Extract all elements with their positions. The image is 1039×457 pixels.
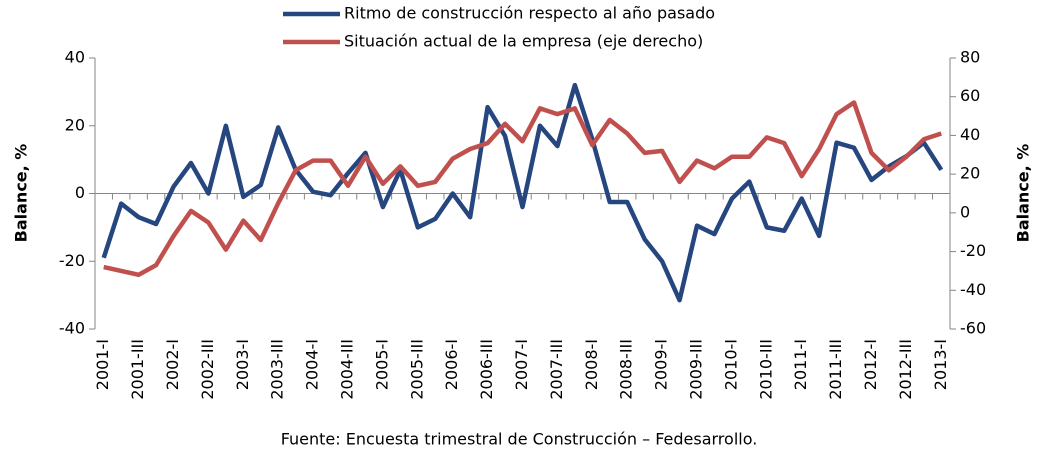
- x-tick-label: 2012-I: [861, 339, 880, 390]
- series-line: [103, 100, 942, 278]
- y2-axis-title: Balance, %: [1014, 144, 1033, 243]
- x-tick-label: 2007-I: [512, 339, 531, 390]
- x-tick-label: 2001-I: [93, 339, 112, 390]
- x-tick-label: 2004-III: [338, 339, 357, 400]
- x-tick-label: 2005-I: [372, 339, 391, 390]
- x-tick-label: 2005-III: [407, 339, 426, 400]
- y-tick-label: 40: [65, 48, 85, 67]
- x-tick-label: 2002-I: [163, 339, 182, 390]
- x-tick-label: 2011-I: [791, 339, 810, 390]
- x-tick-label: 2010-III: [756, 339, 775, 400]
- x-tick-label: 2003-I: [233, 339, 252, 390]
- y-axis-title: Balance, %: [12, 144, 31, 243]
- x-tick-label: 2006-I: [442, 339, 461, 390]
- y2-tick-label: -20: [960, 241, 986, 260]
- x-tick-label: 2003-III: [268, 339, 287, 400]
- x-tick-label: 2004-I: [303, 339, 322, 390]
- legend-label: Ritmo de construcción respecto al año pa…: [344, 4, 715, 23]
- y2-tick-label: 80: [960, 48, 980, 67]
- legend-label: Situación actual de la empresa (eje dere…: [344, 32, 703, 51]
- y2-tick-label: 60: [960, 86, 980, 105]
- x-tick-label: 2007-III: [547, 339, 566, 400]
- x-tick-label: 2008-I: [582, 339, 601, 390]
- y2-tick-label: 20: [960, 164, 980, 183]
- y2-tick-label: -40: [960, 280, 986, 299]
- x-tick-label: 2013-I: [931, 339, 950, 390]
- y2-tick-label: 40: [960, 125, 980, 144]
- x-tick-label: 2009-I: [652, 339, 671, 390]
- x-tick-label: 2006-III: [477, 339, 496, 400]
- x-tick-label: 2009-III: [686, 339, 705, 400]
- x-tick-label: 2011-III: [826, 339, 845, 400]
- caption: Fuente: Encuesta trimestral de Construcc…: [281, 430, 758, 449]
- y-tick-label: -40: [59, 319, 85, 338]
- y-tick-label: -20: [59, 251, 85, 270]
- x-tick-label: 2012-III: [896, 339, 915, 400]
- x-tick-label: 2008-III: [617, 339, 636, 400]
- y-tick-label: 0: [75, 183, 85, 202]
- series-line: [101, 82, 944, 303]
- x-tick-label: 2002-III: [198, 339, 217, 400]
- x-tick-label: 2001-III: [128, 339, 147, 400]
- y2-tick-label: -60: [960, 319, 986, 338]
- x-tick-label: 2010-I: [721, 339, 740, 390]
- y2-tick-label: 0: [960, 202, 970, 221]
- y-tick-label: 20: [65, 115, 85, 134]
